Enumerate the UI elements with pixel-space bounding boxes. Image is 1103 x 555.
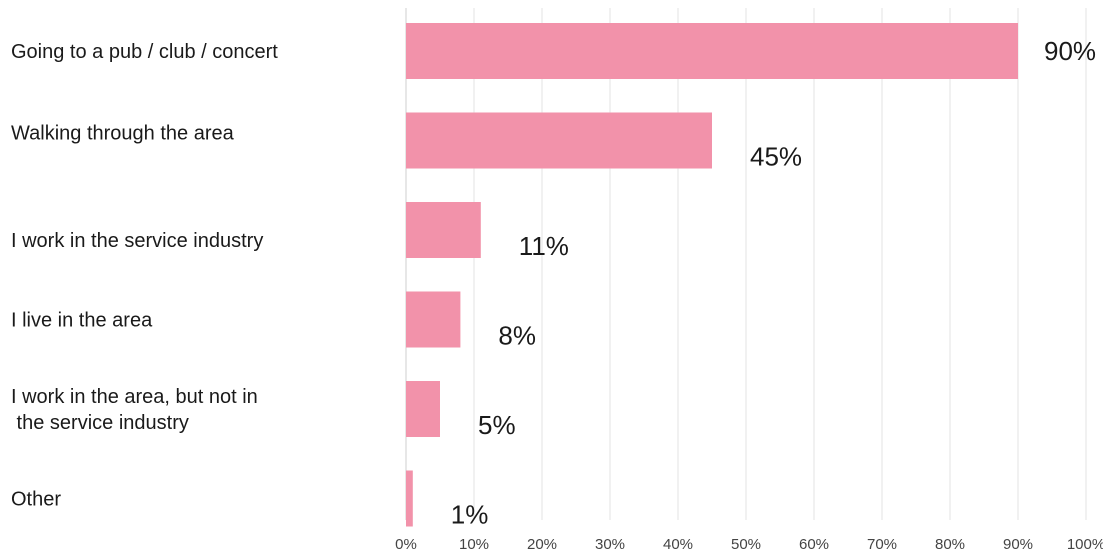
x-tick-label: 70%: [867, 536, 897, 553]
x-tick-label: 100%: [1067, 536, 1103, 553]
x-tick-label: 40%: [663, 536, 693, 553]
x-tick-label: 90%: [1003, 536, 1033, 553]
category-labels: Going to a pub / club / concert Walking t…: [11, 41, 278, 511]
category-label-line: I work in the area, but not in: [11, 386, 258, 408]
bar: [406, 202, 481, 258]
category-label-line: Going to a pub / club / concert: [11, 41, 278, 63]
x-tick-label: 20%: [527, 536, 557, 553]
bar: [406, 291, 461, 348]
category-label: I work in the service industry: [11, 230, 263, 252]
category-label: Going to a pub / club / concert: [11, 41, 278, 63]
category-label: Other: [11, 489, 61, 511]
x-tick-label: 0%: [395, 536, 417, 553]
x-tick-label: 60%: [799, 536, 829, 553]
category-label-line: I live in the area: [11, 310, 153, 332]
value-label: 90%: [1044, 36, 1096, 66]
x-tick-label: 80%: [935, 536, 965, 553]
category-label-line: I work in the service industry: [11, 230, 263, 252]
x-tick-label: 30%: [595, 536, 625, 553]
value-label: 1%: [451, 500, 489, 530]
grid: [405, 8, 1087, 520]
bar: [406, 381, 440, 437]
category-label-line: the service industry: [11, 412, 189, 434]
bars: [406, 23, 1018, 527]
x-tick-label: 10%: [459, 536, 489, 553]
value-labels: 90% 45% 11% 8% 5% 1%: [451, 36, 1096, 530]
value-label: 5%: [478, 410, 516, 440]
x-tick-label: 50%: [731, 536, 761, 553]
bar: [406, 112, 712, 169]
value-label: 45%: [750, 142, 802, 172]
bar: [406, 470, 413, 527]
x-axis-tick-labels: 0% 10% 20% 30% 40% 50% 60% 70% 80% 90% 100%: [395, 536, 1103, 553]
value-label: 11%: [519, 231, 569, 261]
value-label: 8%: [498, 321, 536, 351]
category-label: I live in the area: [11, 310, 153, 332]
bar: [406, 23, 1018, 79]
category-label-line: Other: [11, 489, 61, 511]
category-label-line: Walking through the area: [11, 123, 235, 145]
category-label: Walking through the area: [11, 123, 235, 145]
category-label: I work in the area, but not in the servi…: [11, 386, 258, 434]
